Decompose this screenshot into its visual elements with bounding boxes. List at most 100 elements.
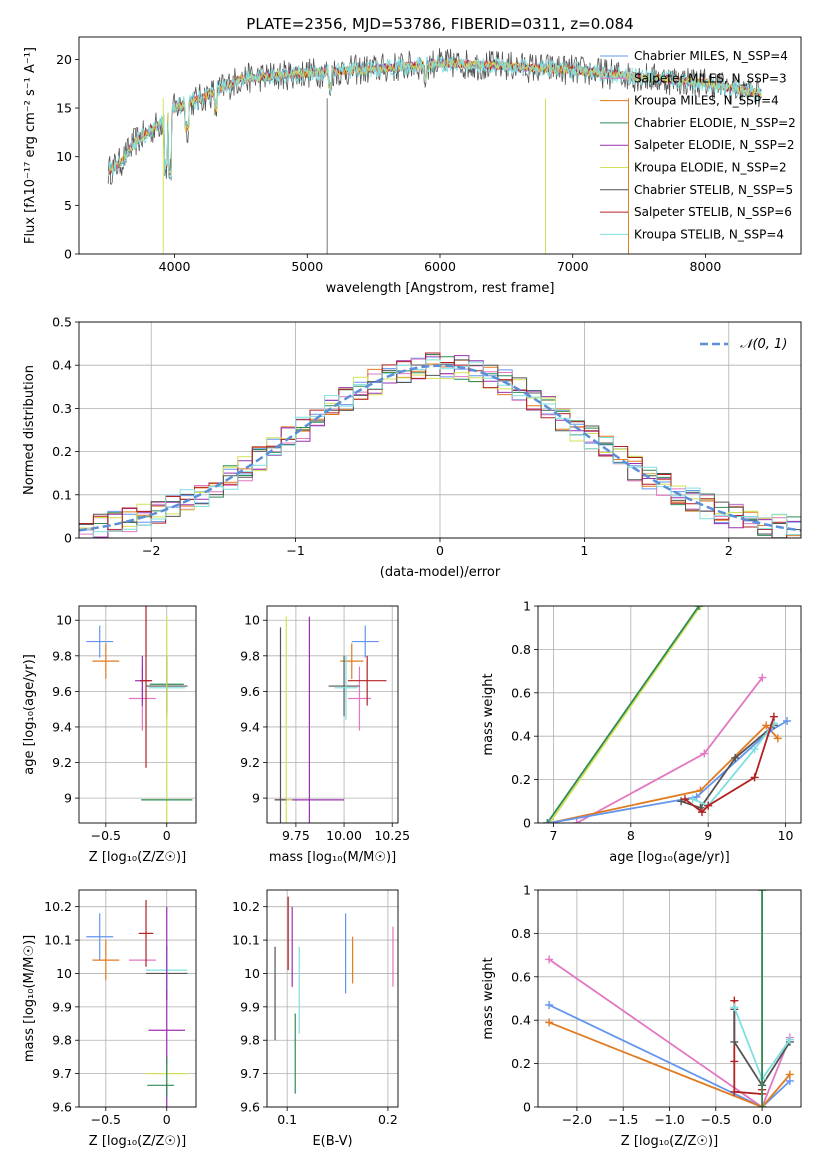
data-marker (697, 808, 706, 817)
y-tick-label: 9.8 (52, 648, 72, 663)
legend-label: 𝒩(0, 1) (740, 337, 787, 352)
x-tick-label: 0 (163, 828, 171, 843)
y-tick-label: 10.2 (44, 899, 72, 914)
panel-massweight_vs_age: 7 8 9 10 0 0.2 0.4 0.6 0.8 1 age [log₁₀(age/yr)] ma… (481, 599, 802, 865)
legend-label: Kroupa ELODIE, N_SSP=2 (634, 161, 787, 175)
x-tick-label: −2.0 (562, 1112, 592, 1127)
x-tick-label: 7 (549, 828, 557, 843)
x-tick-label: 7000 (557, 259, 589, 274)
x-axis-label: Z [log₁₀(Z/Z☉)] (621, 1134, 718, 1149)
x-axis-label: age [log₁₀(age/yr)] (609, 850, 730, 865)
x-tick-label: 10 (778, 828, 794, 843)
x-tick-label: 2 (725, 543, 733, 558)
spectrum-line-8 (107, 54, 762, 180)
y-tick-label: 9.6 (240, 684, 260, 699)
data-marker (680, 795, 689, 804)
legend: Chabrier MILES, N_SSP=4 Salpeter MILES, N… (600, 49, 796, 241)
y-tick-label: 5 (64, 198, 72, 213)
axes-frame (266, 605, 399, 824)
x-axis-label: mass [log₁₀(M/M☉)] (269, 850, 396, 865)
y-tick-label: 0.4 (52, 358, 72, 373)
y-tick-label: 9.2 (240, 755, 260, 770)
y-tick-label: 9 (64, 791, 72, 806)
y-tick-label: 1 (523, 599, 531, 614)
y-tick-label: 9.6 (52, 1100, 72, 1115)
series-line-1 (548, 1004, 791, 1107)
x-axis-label: (data-model)/error (380, 565, 501, 580)
y-tick-label: 20 (56, 52, 72, 67)
y-axis-label: Normed distribution (22, 365, 37, 495)
x-tick-label: 4000 (159, 259, 191, 274)
x-tick-label: 0.1 (277, 1112, 297, 1127)
panel-mass_vs_Z: −0.5 0 9.6 9.7 9.8 9.9 10 10.1 10.2 Z [log₁₀(Z/Z☉… (22, 889, 197, 1149)
chart-title: PLATE=2356, MJD=53786, FIBERID=0311, z=0… (246, 15, 633, 33)
y-tick-label: 9 (252, 791, 260, 806)
y-tick-label: 0.4 (511, 1013, 531, 1028)
legend-label: Salpeter STELIB, N_SSP=6 (634, 205, 792, 219)
legend-label: Kroupa MILES, N_SSP=4 (634, 94, 779, 108)
legend-label: Chabrier ELODIE, N_SSP=2 (634, 116, 796, 130)
axes-frame (78, 889, 197, 1108)
y-tick-label: 0.2 (511, 1056, 531, 1071)
x-tick-label: 10.25 (374, 828, 410, 843)
plot-area-mass_vs_Z (86, 900, 188, 1107)
y-tick-label: 0.6 (511, 685, 531, 700)
data-marker (730, 1037, 739, 1046)
plot-area-massweight_vs_age (543, 606, 792, 823)
series-line-4 (733, 1009, 791, 1087)
y-tick-label: 0.8 (511, 926, 531, 941)
axes-frame (537, 889, 802, 1108)
y-tick-label: 9.6 (52, 684, 72, 699)
y-tick-label: 0 (64, 247, 72, 262)
data-marker (769, 712, 778, 721)
series-line-0 (548, 606, 702, 823)
y-tick-label: 0.4 (511, 729, 531, 744)
data-marker (750, 745, 759, 754)
y-tick-label: 0.1 (52, 487, 72, 502)
legend-label: Chabrier STELIB, N_SSP=5 (634, 183, 793, 197)
panel-massweight_vs_Z: −2.0 −1.5 −1.0 −0.5 0.0 0 0.2 0.4 0.6 0.8 1 Z [log₁… (481, 883, 802, 1149)
y-tick-label: 0 (523, 816, 531, 831)
y-tick-label: 9.2 (52, 755, 72, 770)
x-tick-label: 10.00 (326, 828, 362, 843)
y-tick-label: 10.1 (232, 933, 260, 948)
series-line-2 (548, 1021, 791, 1107)
y-tick-label: 0.5 (52, 315, 72, 330)
x-tick-label: 9 (704, 828, 712, 843)
y-axis-label: Flux [fλ10⁻¹⁷ erg cm⁻² s⁻¹ A⁻¹] (23, 47, 38, 244)
y-axis-label: age [log₁₀(age/yr)] (22, 654, 37, 775)
series-line-6 (692, 722, 775, 807)
data-marker (543, 819, 552, 823)
x-axis-label: Z [log₁₀(Z/Z☉)] (89, 1134, 186, 1149)
y-tick-label: 10 (56, 149, 72, 164)
x-tick-label: −0.5 (91, 1112, 121, 1127)
data-marker (758, 673, 767, 682)
y-tick-label: 10 (56, 966, 72, 981)
series-line-4 (549, 720, 788, 823)
residual-histogram-8 (79, 359, 801, 538)
x-tick-label: 0.2 (378, 1112, 398, 1127)
y-axis-label: mass weight (481, 673, 496, 755)
panel-age_vs_Z: −0.5 0 9 9.2 9.4 9.6 9.8 10 Z [log₁₀(Z/Z☉)] age [… (22, 605, 197, 865)
x-axis-label: E(B-V) (312, 1134, 352, 1149)
y-tick-label: 10 (244, 613, 260, 628)
legend-label: Salpeter MILES, N_SSP=3 (634, 71, 787, 85)
y-tick-label: 9.8 (240, 648, 260, 663)
data-marker (785, 1035, 794, 1044)
y-tick-label: 9.7 (240, 1066, 260, 1081)
data-marker (545, 1018, 554, 1027)
y-tick-label: 9.9 (52, 999, 72, 1014)
x-tick-label: 1 (580, 543, 588, 558)
y-tick-label: 9.4 (52, 719, 72, 734)
data-marker (785, 1070, 794, 1079)
x-tick-label: 0.0 (752, 1112, 772, 1127)
axes-frame (537, 605, 802, 824)
plot-area-age_vs_mass (274, 616, 387, 823)
series-line-5 (680, 724, 775, 809)
y-tick-label: 0.2 (52, 444, 72, 459)
x-tick-label: 0 (436, 543, 444, 558)
y-tick-label: 9.6 (240, 1100, 260, 1115)
data-marker (762, 721, 771, 730)
x-tick-label: −1.0 (654, 1112, 684, 1127)
gaussian-curve (79, 364, 801, 532)
